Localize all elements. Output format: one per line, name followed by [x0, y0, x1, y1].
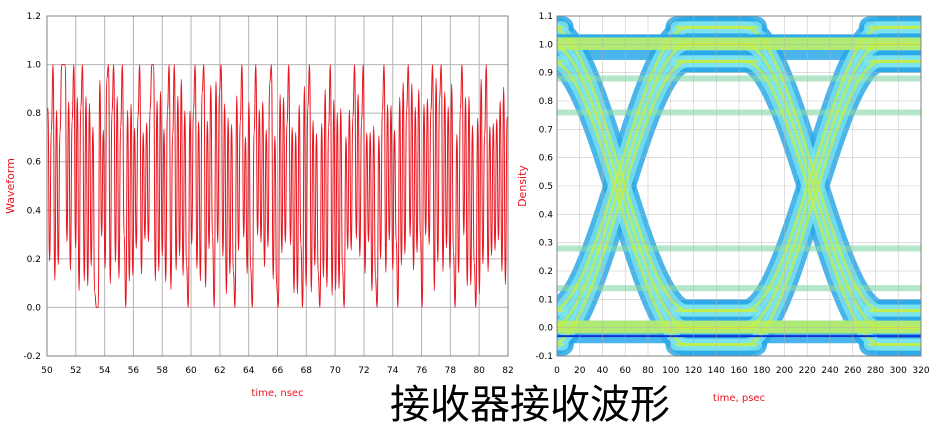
x-tick-label: 66 — [272, 366, 284, 376]
x-tick-label: 220 — [799, 366, 816, 376]
y-tick-label: 0.2 — [27, 255, 41, 265]
y-tick-label: -0.2 — [23, 352, 41, 362]
x-tick-label: 40 — [597, 366, 609, 376]
x-axis-label: time, psec — [713, 393, 765, 404]
x-tick-label: 140 — [708, 366, 725, 376]
y-tick-label: -0.1 — [535, 352, 553, 362]
x-tick-label: 64 — [243, 366, 255, 376]
x-tick-label: 80 — [642, 366, 654, 376]
y-axis-label: Density — [516, 165, 529, 207]
y-tick-label: 1.2 — [27, 12, 41, 22]
y-tick-label: 0.7 — [539, 125, 553, 135]
x-tick-label: 180 — [753, 366, 770, 376]
x-tick-label: 82 — [502, 366, 513, 376]
waveform-series-line — [47, 64, 508, 308]
x-tick-label: 280 — [867, 366, 884, 376]
x-tick-label: 52 — [70, 366, 81, 376]
x-axis-label: time, nsec — [251, 388, 303, 399]
y-tick-label: 0.6 — [27, 158, 42, 168]
x-tick-label: 260 — [844, 366, 861, 376]
y-axis-label: Waveform — [4, 158, 17, 214]
y-tick-label: 0.4 — [27, 206, 42, 216]
y-tick-label: 0.3 — [539, 239, 553, 249]
y-tick-label: 0.0 — [27, 303, 42, 313]
y-tick-label: 0.9 — [539, 69, 554, 79]
x-tick-label: 320 — [912, 366, 929, 376]
x-tick-label: 300 — [890, 366, 907, 376]
x-tick-label: 0 — [554, 366, 560, 376]
x-tick-label: 54 — [99, 366, 111, 376]
x-tick-label: 60 — [185, 366, 197, 376]
x-tick-label: 50 — [41, 366, 53, 376]
plot-frame — [46, 15, 509, 357]
y-tick-label: 0.0 — [539, 324, 554, 334]
x-tick-label: 68 — [301, 366, 313, 376]
y-tick-label: 0.4 — [539, 210, 554, 220]
x-tick-label: 20 — [574, 366, 586, 376]
x-tick-label: 58 — [157, 366, 169, 376]
x-tick-label: 78 — [445, 366, 457, 376]
x-tick-label: 160 — [730, 366, 747, 376]
y-tick-label: 1.0 — [539, 40, 554, 50]
x-tick-label: 100 — [662, 366, 679, 376]
y-tick-label: 0.6 — [539, 154, 554, 164]
y-tick-label: 1.0 — [27, 61, 42, 71]
x-tick-label: 56 — [128, 366, 140, 376]
y-tick-label: 0.8 — [539, 97, 554, 107]
x-tick-label: 80 — [473, 366, 485, 376]
y-tick-label: 0.8 — [27, 109, 42, 119]
y-tick-label: 0.2 — [539, 267, 553, 277]
plot-frame — [556, 15, 922, 357]
x-tick-label: 200 — [776, 366, 793, 376]
x-tick-label: 70 — [329, 366, 341, 376]
x-tick-label: 60 — [620, 366, 632, 376]
x-tick-label: 76 — [416, 366, 428, 376]
x-tick-label: 72 — [358, 366, 369, 376]
x-tick-label: 74 — [387, 366, 399, 376]
figure-caption: 接收器接收波形 — [390, 382, 670, 428]
x-tick-label: 240 — [821, 366, 838, 376]
y-tick-label: 0.1 — [539, 295, 553, 305]
x-tick-label: 62 — [214, 366, 225, 376]
eye-diagram-chart: 0 20 40 60 80 100 120 140 160 180 200 220 240 260 280 3… — [516, 12, 930, 404]
waveform-chart: 50 52 54 56 58 60 62 64 66 68 70 72 74 76 78 80 82 -0.2 0.… — [4, 12, 514, 399]
y-tick-label: 0.5 — [539, 182, 553, 192]
x-tick-label: 120 — [685, 366, 702, 376]
y-tick-label: 1.1 — [539, 12, 553, 22]
